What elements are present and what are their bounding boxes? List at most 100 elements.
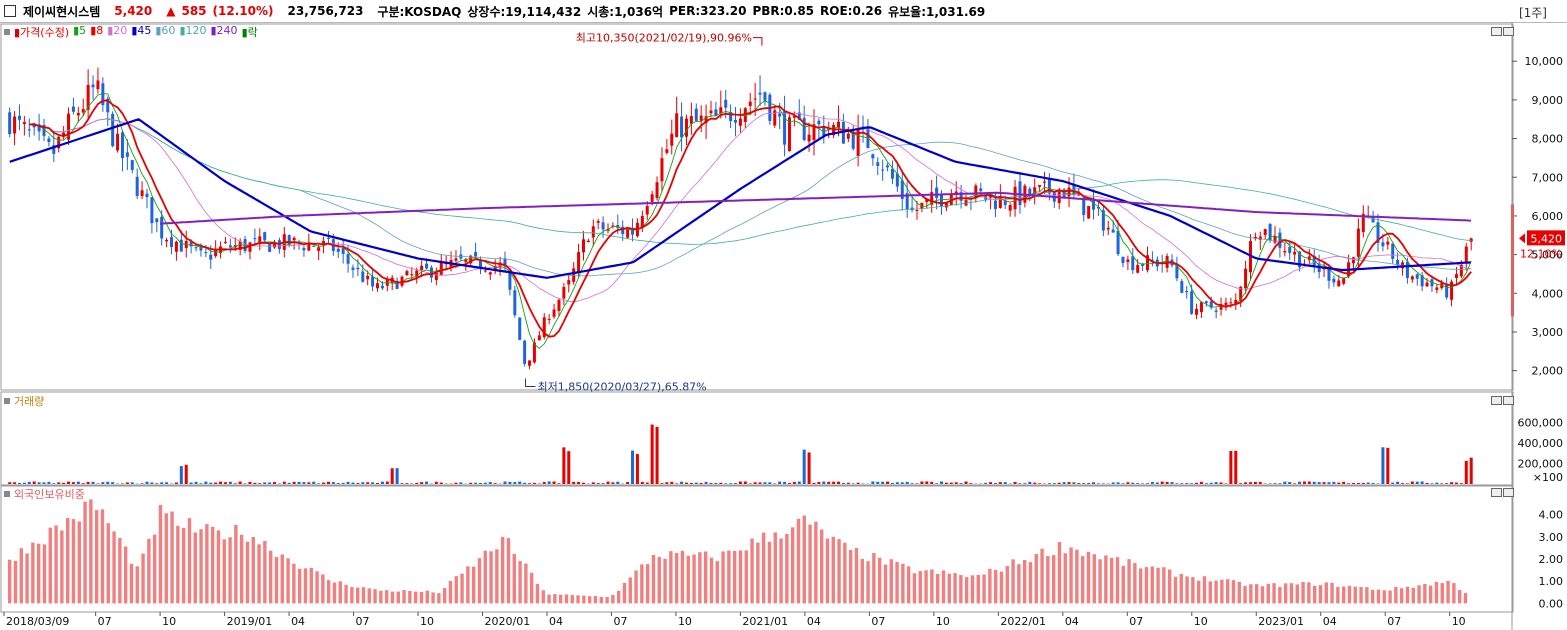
panel-handle-icon[interactable] (4, 491, 10, 497)
volume-bar (832, 481, 836, 484)
volume-bar (841, 482, 845, 484)
foreign-ratio-bar (558, 594, 563, 604)
candle-body (940, 194, 944, 207)
volume-bar (998, 482, 1002, 484)
foreign-ratio-bar (1115, 557, 1120, 604)
minimize-price-panel-icon[interactable] (1491, 27, 1502, 36)
foreign-ratio-bar (210, 526, 215, 604)
foreign-ratio-bar (1376, 589, 1381, 604)
volume-bar (1293, 483, 1297, 484)
foreign-ratio-bar (790, 527, 795, 604)
foreign-ratio-bar (1191, 577, 1195, 604)
candle-body (57, 136, 61, 149)
volume-bar (518, 481, 522, 484)
volume-bar (812, 482, 816, 484)
volume-bar (1087, 483, 1091, 484)
foreign-ratio-bar (1347, 585, 1352, 604)
volume-bar (1209, 482, 1213, 484)
volume-bar (787, 483, 791, 484)
x-tick-label: 2018/03/09 (6, 615, 69, 628)
volume-bar (27, 481, 31, 484)
close-price-panel-icon[interactable] (1503, 27, 1514, 36)
foreign-ratio-bar (1394, 586, 1398, 604)
minimize-volume-panel-icon[interactable] (1491, 396, 1502, 405)
volume-bar (738, 481, 742, 484)
foreign-ratio-bar (1022, 560, 1027, 604)
close-foreign-panel-icon[interactable] (1503, 488, 1514, 497)
panel-handle-icon[interactable] (4, 398, 10, 404)
volume-bar (223, 482, 227, 484)
volume-bar (165, 482, 169, 484)
legend-item: ▮20 (107, 24, 128, 37)
volume-bar (400, 483, 404, 484)
volume-bar (32, 481, 36, 484)
panel-handle-icon[interactable] (4, 29, 10, 35)
foreign-ratio-bar (419, 591, 424, 604)
candle-body (8, 112, 12, 135)
candle-body (125, 152, 129, 157)
foreign-legend-label: 외국인보유비중 (14, 488, 85, 501)
select-checkbox[interactable] (4, 5, 16, 17)
candle-body (1067, 187, 1071, 197)
foreign-ratio-bar (350, 587, 354, 604)
foreign-ratio-bar (1365, 587, 1369, 604)
foreign-ratio-bar (524, 563, 528, 604)
volume-bar (282, 481, 286, 484)
period-selector[interactable]: [1주] (1518, 6, 1547, 20)
foreign-ratio-bar (268, 550, 273, 604)
candle-body (1391, 243, 1395, 259)
candle-body (743, 108, 747, 122)
x-tick-label: 2023/01 (1258, 615, 1304, 628)
foreign-ratio-bar (941, 570, 946, 604)
candle-body (1204, 301, 1208, 304)
current-price-tag-label: 5,420 (1531, 232, 1563, 245)
volume-bar (758, 482, 762, 484)
volume-bar (944, 482, 948, 484)
volume-bar (1268, 483, 1272, 484)
foreign-ratio-bar (616, 590, 621, 604)
foreign-ratio-bar (1034, 554, 1038, 604)
foreign-ratio-bar (582, 595, 586, 604)
volume-bar (312, 481, 316, 484)
volume-bar (189, 482, 193, 484)
volume-bar (351, 482, 355, 484)
candle-body (812, 124, 816, 141)
foreign-ratio-bar (257, 544, 261, 604)
candle-body (174, 241, 178, 252)
foreign-ratio-bar (1463, 593, 1468, 604)
foreign-ratio-bar (935, 573, 940, 604)
candle-body (807, 134, 811, 142)
candle-body (1450, 281, 1454, 300)
candle-body (27, 129, 31, 131)
candle-body (704, 116, 708, 124)
candle-body (1165, 256, 1169, 268)
volume-bar (361, 482, 365, 484)
volume-bar (1145, 483, 1149, 484)
foreign-ratio-bar (1208, 581, 1212, 604)
foreign-ratio-bar (1318, 585, 1323, 604)
candle-body (434, 273, 438, 280)
close-volume-panel-icon[interactable] (1503, 396, 1514, 405)
foreign-ratio-bar (993, 569, 998, 604)
volume-bar (1062, 482, 1066, 484)
volume-bar (434, 481, 438, 484)
foreign-ratio-bar (332, 582, 337, 604)
volume-bar (145, 481, 149, 484)
candle-body (513, 290, 517, 316)
foreign-ratio-bar (413, 591, 418, 604)
foreign-ratio-bar (883, 564, 888, 604)
volume-bar (616, 481, 620, 484)
foreign-ratio-bar (854, 548, 859, 604)
volume-bar (1288, 481, 1292, 484)
volume-bar (155, 483, 159, 484)
panel-frame (0, 485, 1514, 613)
volume-bar (503, 481, 507, 484)
volume-bar (86, 481, 90, 484)
foreign-ratio-bar (19, 548, 23, 604)
minimize-foreign-panel-icon[interactable] (1491, 488, 1502, 497)
foreign-ratio-bar (309, 567, 313, 604)
foreign-ratio-bar (901, 563, 905, 604)
foreign-ratio-bar (164, 513, 168, 604)
volume-bar (478, 483, 482, 484)
